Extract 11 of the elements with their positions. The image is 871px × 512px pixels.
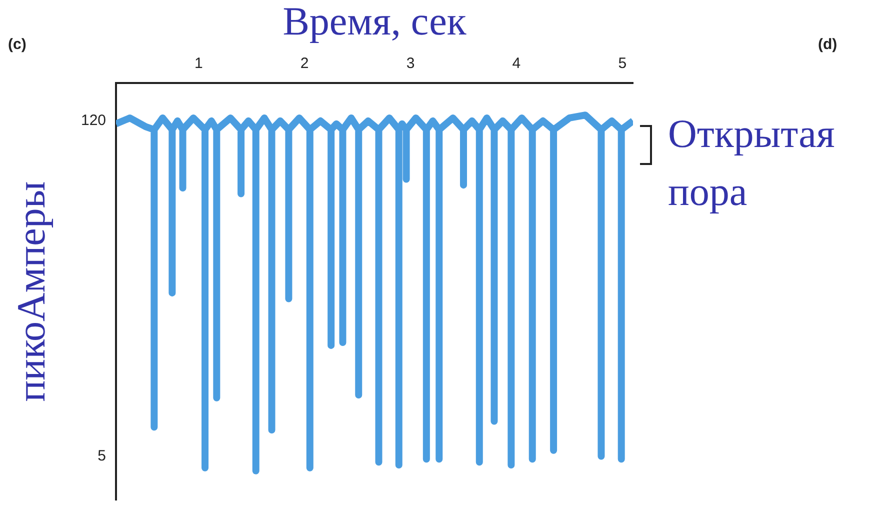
y-axis-title: пикоАмперы: [8, 181, 54, 402]
x-axis-title: Время, сек: [282, 0, 467, 44]
x-tick-label: 1: [194, 55, 203, 72]
x-tick-label: 4: [512, 55, 521, 72]
x-tick-label: 3: [406, 55, 415, 72]
y-tick-label: 120: [80, 112, 106, 130]
x-tick-label: 5: [618, 55, 627, 72]
text: (c): [8, 36, 26, 53]
x-tick-label: 2: [300, 55, 309, 72]
text: (d): [818, 36, 838, 53]
text: Открытая пора: [668, 110, 836, 216]
